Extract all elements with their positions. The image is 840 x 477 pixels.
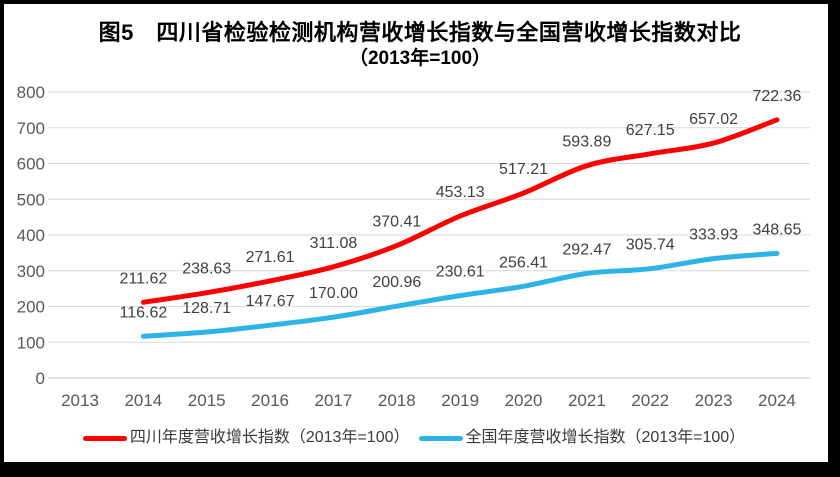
x-tick-label: 2017 xyxy=(315,391,353,410)
legend: 四川年度营收增长指数（2013年=100） 全国年度营收增长指数（2013年=1… xyxy=(0,428,828,448)
y-tick-label: 700 xyxy=(17,119,45,138)
frame-border-bottom xyxy=(0,462,840,477)
frame-border-top xyxy=(0,0,840,4)
x-tick-label: 2015 xyxy=(188,391,226,410)
data-label: 453.13 xyxy=(436,184,485,201)
frame-border-left xyxy=(0,0,4,477)
data-label: 211.62 xyxy=(119,270,167,287)
x-tick-label: 2022 xyxy=(631,391,669,410)
x-tick-label: 2014 xyxy=(124,391,162,410)
legend-item-national: 全国年度营收增长指数（2013年=100） xyxy=(418,428,746,448)
data-label: 348.65 xyxy=(752,221,801,238)
legend-label-national: 全国年度营收增长指数（2013年=100） xyxy=(465,429,746,446)
blue-series-line xyxy=(140,250,780,339)
x-tick-label: 2021 xyxy=(568,391,606,410)
data-label: 311.08 xyxy=(310,235,358,252)
x-tick-label: 2020 xyxy=(505,391,543,410)
y-tick-label: 200 xyxy=(17,298,45,317)
data-label: 333.93 xyxy=(689,227,738,244)
data-label: 627.15 xyxy=(626,122,675,139)
x-tick-label: 2018 xyxy=(378,391,416,410)
red-series-line xyxy=(140,117,780,305)
data-label: 170.00 xyxy=(309,285,358,302)
y-tick-label: 0 xyxy=(36,369,45,388)
data-label: 128.71 xyxy=(182,300,231,317)
data-label: 722.36 xyxy=(752,88,801,105)
data-label: 256.41 xyxy=(499,254,548,271)
data-label: 593.89 xyxy=(562,134,611,151)
data-label: 116.62 xyxy=(119,304,167,321)
data-label: 305.74 xyxy=(626,237,675,254)
red-line-swatch xyxy=(82,435,127,441)
data-label: 370.41 xyxy=(372,214,421,231)
x-tick-label: 2023 xyxy=(695,391,733,410)
frame-border-right xyxy=(828,0,840,477)
y-tick-label: 100 xyxy=(17,333,45,352)
data-label: 147.67 xyxy=(246,293,295,310)
y-tick-label: 300 xyxy=(17,262,45,281)
data-label: 517.21 xyxy=(499,161,548,178)
data-label: 271.61 xyxy=(246,249,295,266)
y-tick-label: 500 xyxy=(17,190,45,209)
x-tick-label: 2019 xyxy=(441,391,479,410)
y-tick-label: 800 xyxy=(17,83,45,102)
data-label: 657.02 xyxy=(689,111,738,128)
x-tick-label: 2013 xyxy=(61,391,99,410)
y-tick-label: 600 xyxy=(17,155,45,174)
chart-title: 图5 四川省检验检测机构营收增长指数与全国营收增长指数对比 xyxy=(98,20,742,45)
x-tick-label: 2024 xyxy=(758,391,796,410)
blue-line-swatch xyxy=(418,435,463,441)
data-label: 230.61 xyxy=(436,264,485,281)
x-tick-label: 2016 xyxy=(251,391,289,410)
data-label: 200.96 xyxy=(372,274,421,291)
data-label: 238.63 xyxy=(182,261,231,278)
legend-label-sichuan: 四川年度营收增长指数（2013年=100） xyxy=(129,429,410,446)
data-label: 292.47 xyxy=(562,241,611,258)
y-tick-label: 400 xyxy=(17,226,45,245)
legend-item-sichuan: 四川年度营收增长指数（2013年=100） xyxy=(82,428,410,448)
chart-subtitle: （2013年=100） xyxy=(348,48,492,69)
